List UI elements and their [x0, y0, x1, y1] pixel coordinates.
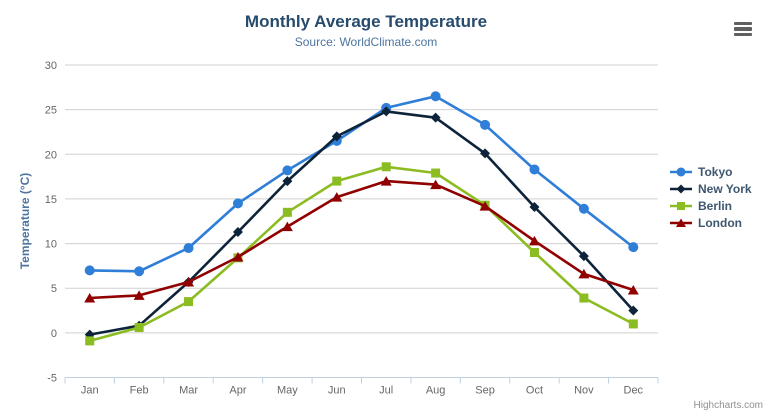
y-axis-labels: -5 0 5 10 15 20 25 30: [45, 60, 57, 385]
series-tokyo[interactable]: [84, 91, 639, 277]
chart-title: Monthly Average Temperature: [244, 12, 488, 31]
square-marker-icon: [670, 202, 692, 210]
context-menu-button[interactable]: [734, 21, 756, 37]
svg-text:Aug: Aug: [426, 385, 446, 397]
series-london[interactable]: [84, 176, 639, 303]
circle-marker-icon: [670, 167, 692, 177]
legend-item-tokyo[interactable]: Tokyo: [669, 165, 752, 179]
legend-item-new-york[interactable]: New York: [669, 182, 752, 196]
legend: Tokyo New York Berlin London: [669, 165, 752, 230]
svg-text:Jul: Jul: [379, 385, 393, 397]
svg-text:Nov: Nov: [574, 385, 594, 397]
svg-text:-5: -5: [47, 373, 57, 385]
svg-text:Dec: Dec: [624, 385, 644, 397]
svg-text:10: 10: [45, 239, 57, 251]
svg-text:Jan: Jan: [81, 385, 99, 397]
triangle-marker-icon: [670, 218, 692, 227]
svg-text:Sep: Sep: [475, 385, 495, 397]
highcharts-credit[interactable]: Highcharts.com: [693, 400, 763, 411]
diamond-marker-icon: [670, 184, 692, 194]
svg-text:Apr: Apr: [229, 385, 246, 397]
legend-item-label: New York: [698, 182, 752, 196]
hamburger-icon: [734, 21, 756, 37]
svg-text:5: 5: [51, 283, 57, 295]
svg-text:25: 25: [45, 105, 57, 117]
legend-item-label: London: [698, 216, 742, 230]
svg-text:Feb: Feb: [130, 385, 149, 397]
svg-text:20: 20: [45, 149, 57, 161]
legend-item-berlin[interactable]: Berlin: [669, 199, 752, 213]
svg-text:30: 30: [45, 60, 57, 72]
chart-subtitle: Source: WorldClimate.com: [294, 35, 438, 49]
svg-text:0: 0: [51, 328, 57, 340]
svg-text:Mar: Mar: [179, 385, 198, 397]
svg-text:Oct: Oct: [526, 385, 543, 397]
svg-text:Jun: Jun: [328, 385, 346, 397]
legend-item-label: Berlin: [698, 199, 733, 213]
x-axis: Jan Feb Mar Apr May Jun Jul Aug Sep Oct Nov Dec: [64, 377, 659, 397]
legend-item-london[interactable]: London: [669, 216, 752, 230]
svg-text:15: 15: [45, 194, 57, 206]
series-new-york[interactable]: [84, 106, 639, 340]
svg-text:May: May: [277, 385, 298, 397]
legend-item-label: Tokyo: [698, 165, 733, 179]
